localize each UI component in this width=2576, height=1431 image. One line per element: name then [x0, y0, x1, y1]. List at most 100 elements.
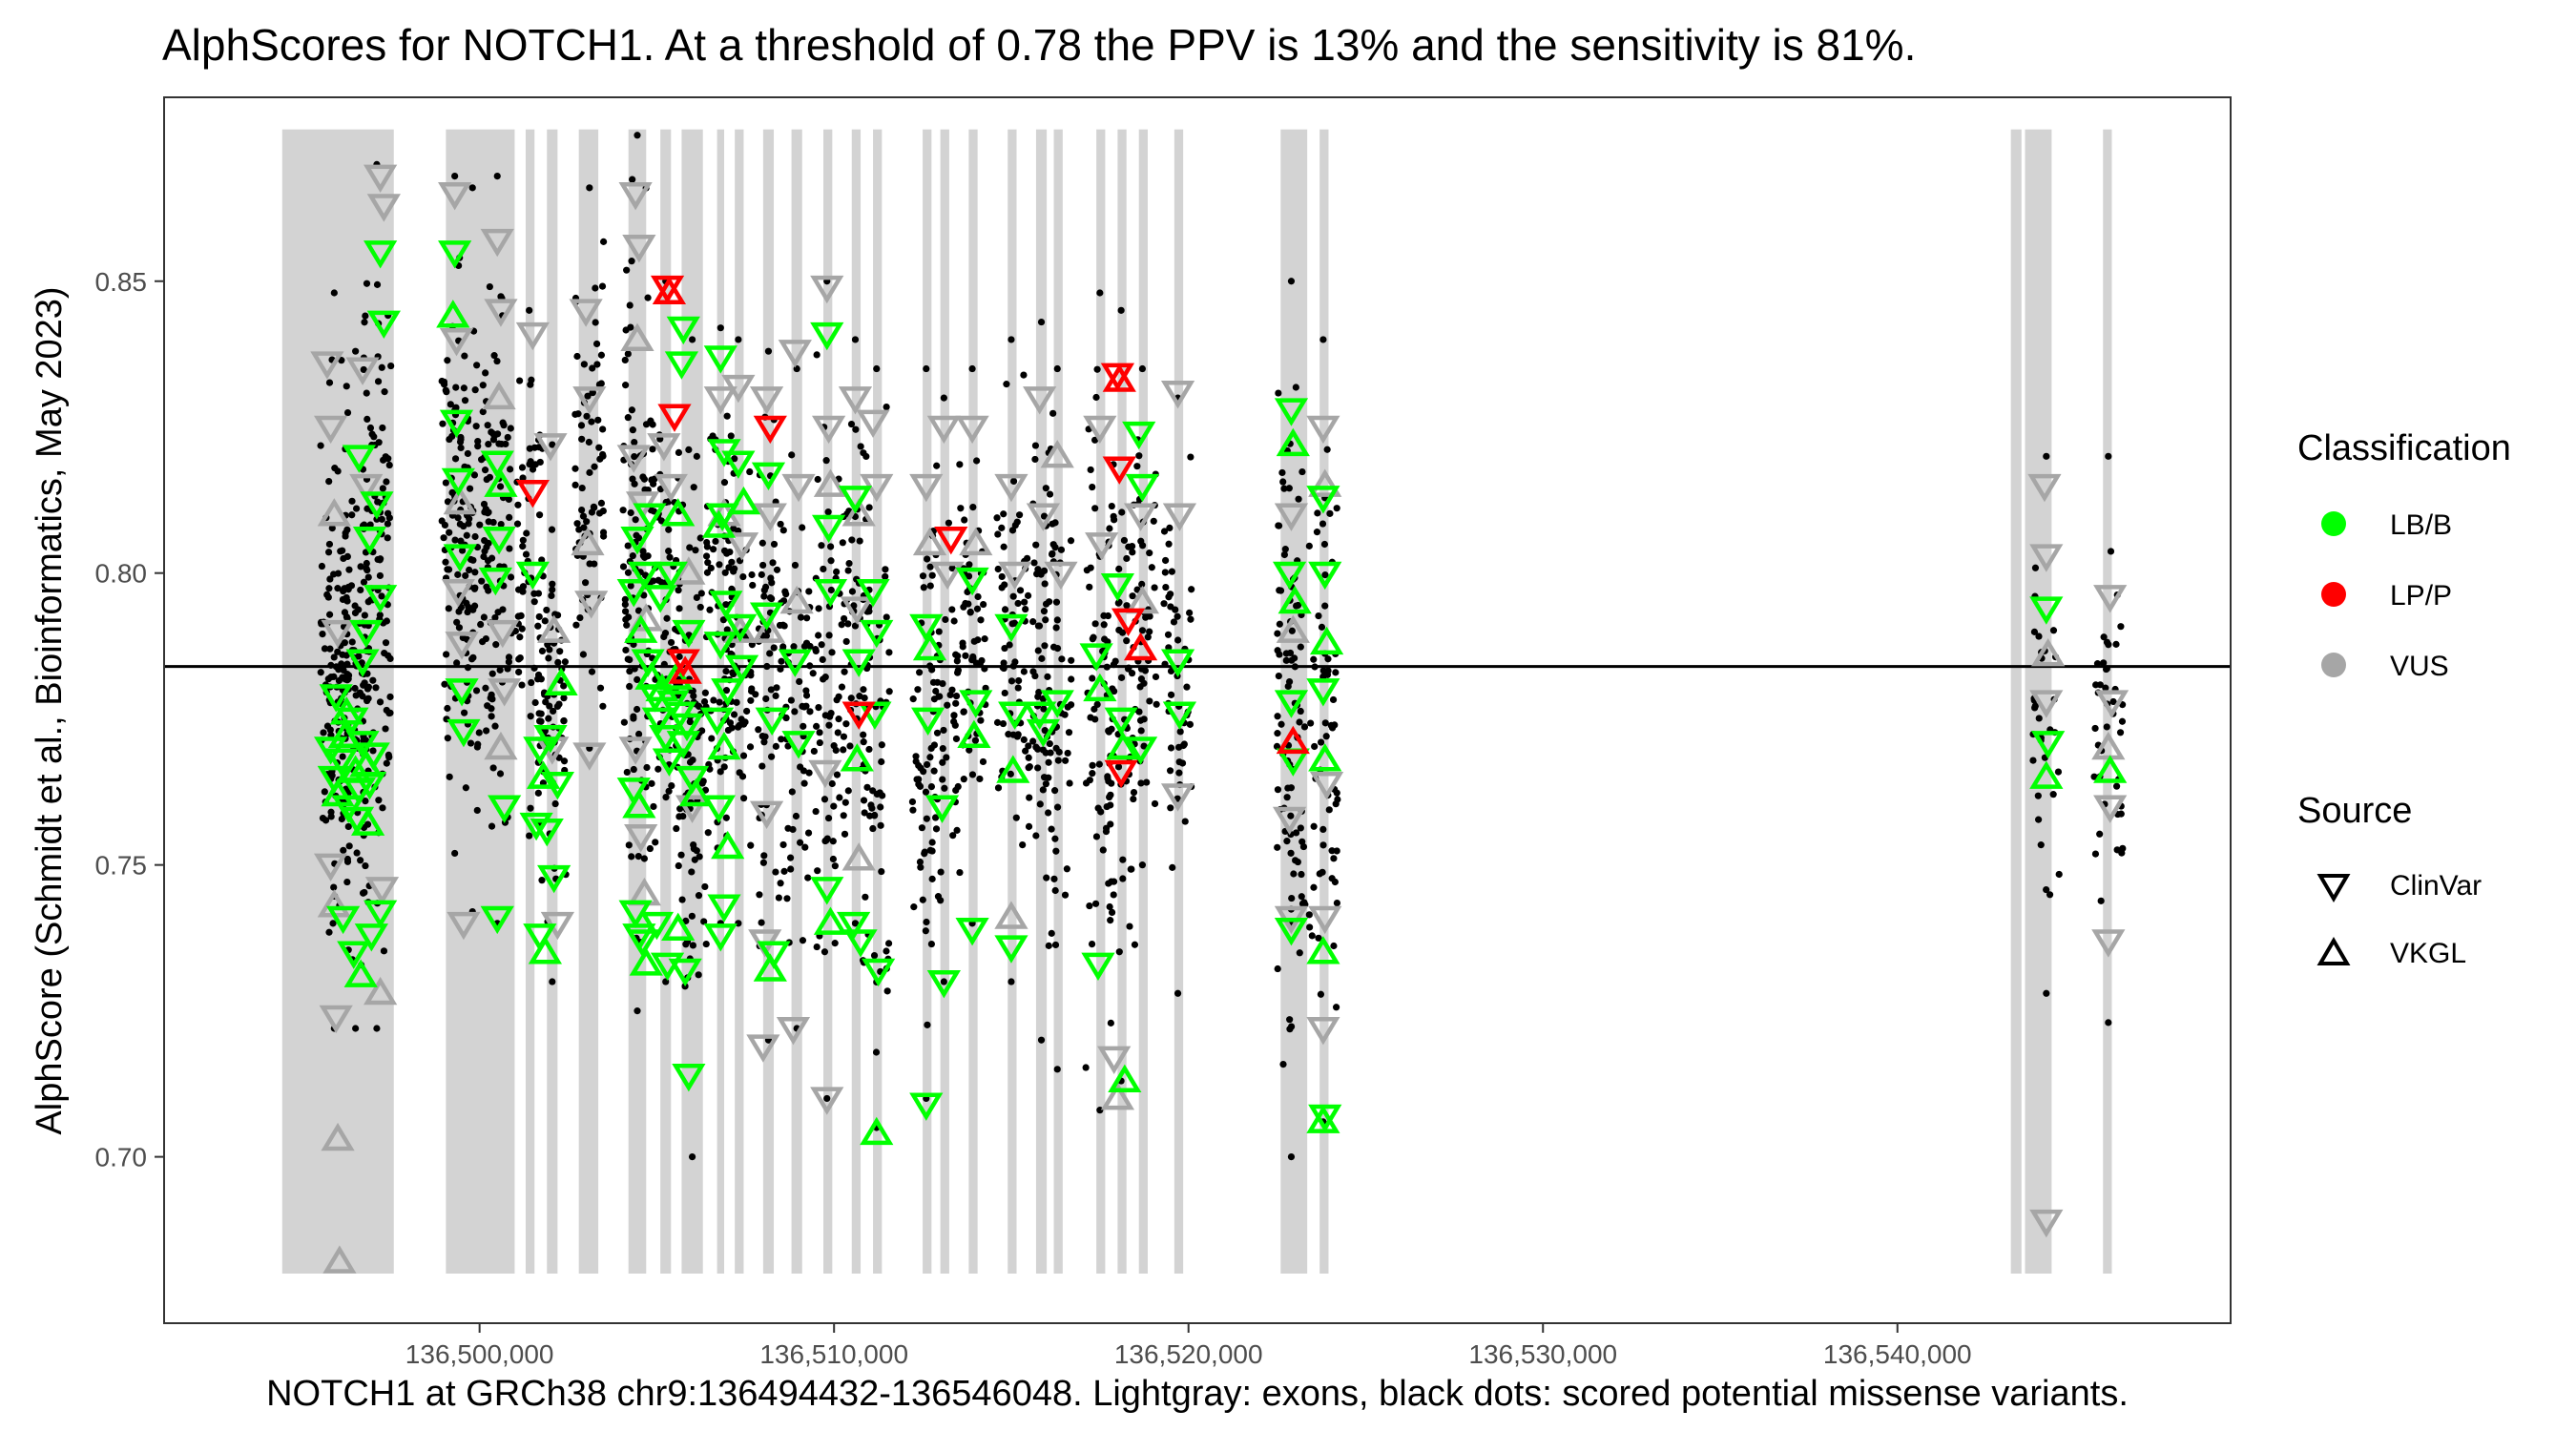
variant-dot: [784, 824, 792, 832]
variant-dot: [810, 747, 818, 756]
point-vus-vkgl: [994, 901, 1028, 929]
variant-dot: [1107, 820, 1114, 828]
point-lb-b-clinvar: [751, 462, 786, 491]
point-lb-b-vkgl: [912, 632, 947, 661]
variant-dot: [973, 457, 981, 465]
variant-dot: [916, 858, 924, 866]
x-tick-label: 136,510,000: [759, 1339, 908, 1369]
variant-dot: [1008, 336, 1015, 343]
variant-dot: [439, 420, 447, 427]
variant-dot: [1129, 592, 1136, 600]
variant-dot: [542, 698, 550, 706]
variant-dot: [362, 797, 369, 805]
variant-dot: [872, 1048, 881, 1056]
variant-dot: [758, 919, 765, 926]
point-vus-clinvar: [439, 327, 474, 357]
variant-dot: [380, 947, 388, 955]
point-vus-clinvar: [1044, 561, 1078, 591]
variant-dot: [549, 978, 556, 985]
point-lb-b-clinvar: [723, 613, 758, 643]
variant-dot: [863, 783, 871, 791]
variant-dot: [1029, 737, 1037, 745]
variant-dot: [768, 753, 776, 760]
legend: Classification LB/B LP/P VUS Source Clin…: [2297, 428, 2511, 969]
variant-dot: [1279, 478, 1287, 486]
legend-label-vkgl: VKGL: [2390, 938, 2466, 969]
point-lb-b-vkgl: [1278, 585, 1312, 614]
variant-dot: [1030, 559, 1038, 567]
variant-dot: [573, 352, 581, 361]
variant-dot: [914, 686, 922, 694]
exon-band: [823, 129, 833, 1274]
variant-dot: [343, 383, 350, 390]
point-lb-b-clinvar: [670, 713, 704, 742]
variant-dot: [775, 894, 782, 902]
point-lb-b-clinvar: [1272, 561, 1307, 591]
variant-dot: [2116, 729, 2125, 736]
variant-dot: [1010, 619, 1019, 627]
variant-dot: [534, 622, 542, 630]
variant-dot: [535, 710, 543, 717]
point-lb-b-clinvar: [909, 1092, 944, 1121]
variant-dot: [348, 638, 356, 646]
variant-dot: [523, 529, 530, 537]
variant-dot: [1034, 566, 1042, 573]
variant-dot: [505, 495, 512, 504]
variant-dot: [453, 618, 461, 626]
variant-dot: [629, 176, 636, 183]
variant-dot: [767, 686, 775, 694]
variant-dot: [1096, 289, 1104, 297]
variant-dot: [363, 389, 370, 397]
variant-dot: [1040, 608, 1049, 615]
variant-dot: [490, 352, 498, 360]
variant-dot: [445, 605, 452, 612]
point-lb-b-clinvar: [1040, 690, 1074, 718]
variant-dot: [1118, 508, 1126, 516]
variant-dot: [779, 621, 787, 629]
variant-dot: [480, 613, 488, 621]
variant-dot: [860, 738, 867, 746]
series-lp-p: [515, 275, 1310, 789]
variant-dot: [827, 557, 835, 565]
variant-dot: [1333, 789, 1340, 797]
variant-dot: [2031, 564, 2040, 571]
variant-dot: [578, 484, 586, 492]
variant-dot: [1086, 777, 1093, 784]
variant-dot: [939, 758, 946, 766]
variant-dot: [651, 475, 658, 483]
variant-dot: [782, 714, 790, 722]
variant-dot: [467, 655, 476, 663]
variant-dot: [577, 422, 586, 429]
variant-dot: [1020, 668, 1028, 675]
variant-dot: [799, 524, 806, 531]
point-lb-b-vkgl: [1308, 743, 1342, 772]
point-vus-clinvar: [930, 561, 965, 591]
point-lb-b-clinvar: [482, 526, 516, 555]
point-lb-b-clinvar: [364, 585, 398, 613]
variant-dot: [477, 620, 485, 629]
point-lb-b-clinvar: [654, 561, 688, 591]
point-lb-b-clinvar: [519, 812, 553, 841]
variant-dot: [791, 708, 799, 716]
variant-dot: [926, 846, 934, 854]
exon-band: [1096, 129, 1106, 1274]
variant-dot: [1117, 306, 1125, 314]
variant-dot: [643, 763, 651, 772]
point-vus-clinvar: [2029, 1209, 2064, 1238]
variant-dot: [708, 735, 716, 742]
variant-dot: [2035, 715, 2043, 722]
variant-dot: [486, 282, 493, 291]
variant-dot: [482, 684, 489, 692]
point-vus-clinvar: [1162, 503, 1197, 531]
variant-dot: [1320, 540, 1329, 549]
variant-dot: [1061, 757, 1070, 764]
exon-band: [525, 129, 535, 1274]
point-lb-b-clinvar: [631, 649, 665, 677]
variant-dot: [528, 678, 535, 687]
variant-dot: [480, 552, 488, 561]
legend-swatch-lp-p: [2321, 582, 2346, 607]
variant-dot: [445, 566, 453, 573]
point-lb-b-clinvar: [627, 561, 662, 591]
variant-dot: [1292, 384, 1299, 391]
